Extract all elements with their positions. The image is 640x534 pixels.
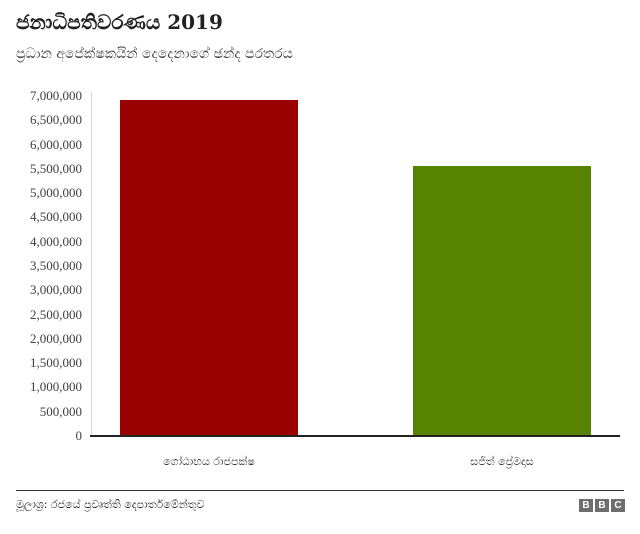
y-tick-label: 4,000,000: [30, 233, 82, 249]
y-tick-label: 6,500,000: [30, 112, 82, 128]
y-tick-label: 1,500,000: [30, 355, 82, 371]
footer-divider: [16, 490, 624, 491]
y-tick-label: 2,000,000: [30, 330, 82, 346]
y-tick-label: 4,500,000: [30, 209, 82, 225]
y-tick-label: 6,000,000: [30, 136, 82, 152]
plot-area: 0 500,000 1,000,000 1,500,000 2,000,000 2,500…: [30, 88, 620, 468]
y-tick-label: 2,500,000: [30, 306, 82, 322]
bbc-logo-letter: B: [579, 499, 593, 512]
bar-2: [413, 165, 591, 436]
x-category-label: ගෝඨාභය රාජපක්ෂ: [163, 455, 255, 468]
y-axis-line: [91, 92, 92, 436]
y-tick-label: 5,500,000: [30, 160, 82, 176]
y-tick-label: 7,000,000: [30, 88, 82, 103]
x-axis-baseline: [90, 435, 620, 437]
y-tick-label: 1,000,000: [30, 379, 82, 395]
bbc-logo-letter: C: [611, 499, 625, 512]
source-note: මූලාශ්‍ර: රජයේ ප්‍රවෘත්ති දෙපාර්තමේන්තුව: [16, 498, 205, 511]
y-tick-label: 0: [75, 428, 83, 443]
bar-1: [120, 99, 298, 436]
y-tick-label: 5,000,000: [30, 185, 82, 201]
y-tick-label: 3,500,000: [30, 258, 82, 273]
bbc-logo: B B C: [579, 499, 625, 512]
y-tick-label: 500,000: [39, 403, 82, 419]
chart-title: ජනාධිපතිවරණය 2019: [16, 10, 223, 34]
x-category-label: සජිත් ප්‍රේමදාස: [470, 455, 534, 468]
bbc-logo-letter: B: [595, 499, 609, 512]
chart-subtitle: ප්‍රධාන අපේක්ෂකයින් දෙදෙනාගේ ඡන්ද පරතරය: [16, 46, 293, 62]
y-tick-label: 3,000,000: [30, 282, 82, 298]
